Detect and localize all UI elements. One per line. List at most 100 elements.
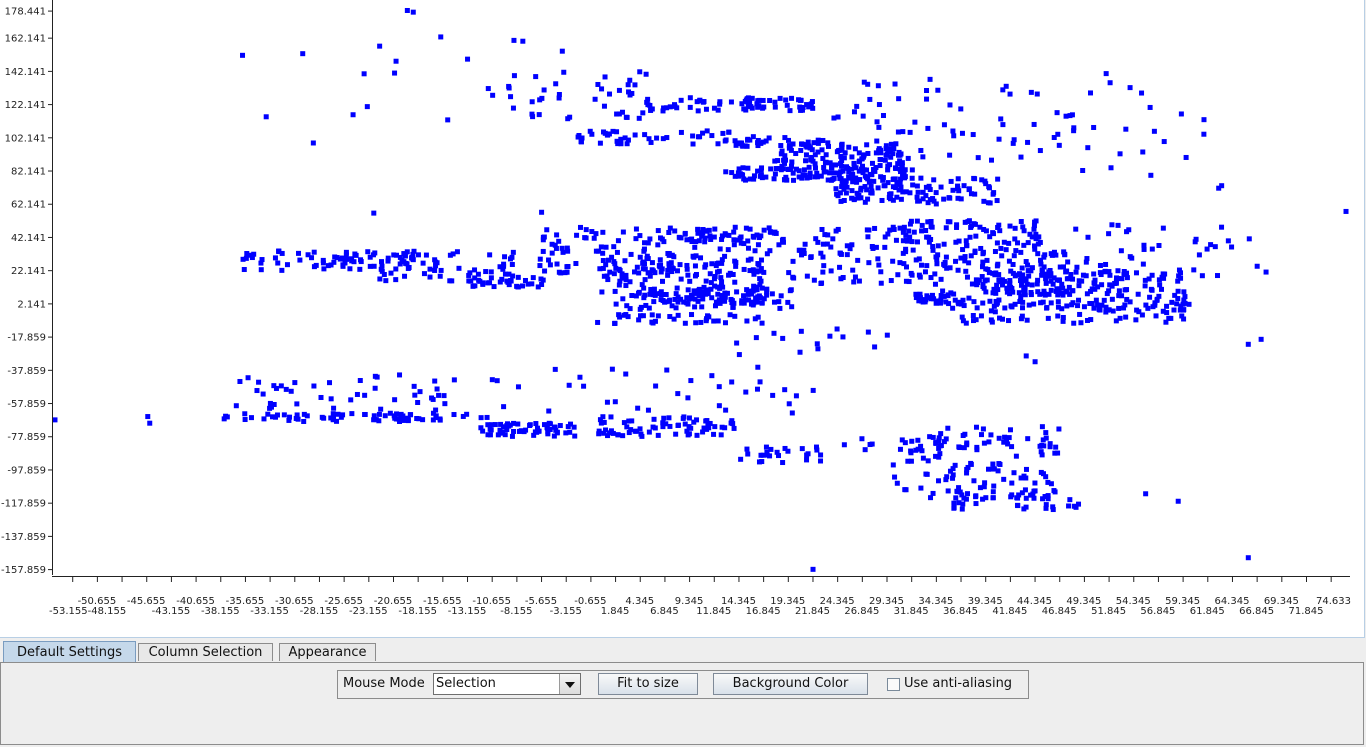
data-point bbox=[637, 233, 643, 239]
data-point bbox=[559, 245, 565, 251]
scatter-plot[interactable]: 178.441162.141142.141122.141102.14182.14… bbox=[0, 0, 1364, 637]
data-point bbox=[624, 114, 630, 120]
data-point bbox=[1021, 228, 1027, 234]
data-point bbox=[1056, 286, 1062, 292]
data-point bbox=[1095, 284, 1101, 290]
data-point bbox=[890, 184, 896, 190]
data-point bbox=[371, 210, 377, 216]
data-point bbox=[758, 233, 764, 239]
data-point bbox=[964, 440, 970, 446]
data-point bbox=[1015, 240, 1021, 246]
data-point bbox=[894, 180, 900, 186]
data-point bbox=[221, 416, 227, 422]
data-point bbox=[943, 477, 949, 483]
data-point bbox=[722, 231, 728, 237]
data-point bbox=[964, 470, 970, 476]
data-point bbox=[629, 293, 635, 299]
data-point bbox=[529, 281, 535, 287]
data-point bbox=[833, 186, 839, 192]
anti-aliasing-checkbox[interactable] bbox=[887, 678, 900, 691]
data-point bbox=[1012, 273, 1018, 279]
data-point bbox=[814, 447, 820, 453]
data-point bbox=[927, 434, 933, 440]
data-point bbox=[686, 296, 692, 302]
data-point bbox=[739, 300, 745, 306]
chevron-down-icon[interactable] bbox=[559, 674, 580, 694]
data-point bbox=[397, 261, 403, 267]
data-point bbox=[1122, 302, 1128, 308]
tab-default-settings[interactable]: Default Settings bbox=[3, 641, 136, 663]
data-point bbox=[950, 475, 956, 481]
data-point bbox=[866, 227, 872, 233]
data-point bbox=[1038, 449, 1044, 455]
data-point bbox=[763, 138, 769, 144]
data-point bbox=[642, 277, 648, 283]
data-point bbox=[954, 222, 960, 228]
data-point bbox=[781, 157, 787, 163]
data-point bbox=[657, 257, 663, 263]
data-point bbox=[1003, 436, 1009, 442]
data-point bbox=[898, 176, 904, 182]
data-point bbox=[383, 278, 389, 284]
data-point bbox=[1001, 476, 1007, 482]
data-point bbox=[490, 92, 496, 98]
data-point bbox=[713, 263, 719, 269]
data-point bbox=[984, 257, 990, 263]
data-point bbox=[923, 193, 929, 199]
data-point bbox=[987, 298, 993, 304]
fit-to-size-button[interactable]: Fit to size bbox=[598, 673, 698, 695]
data-point bbox=[694, 99, 700, 105]
data-point bbox=[751, 176, 757, 182]
data-point bbox=[1009, 480, 1015, 486]
data-point bbox=[888, 191, 894, 197]
data-point bbox=[707, 271, 713, 277]
data-point bbox=[1143, 302, 1149, 308]
data-point bbox=[619, 275, 625, 281]
data-point bbox=[1149, 246, 1155, 252]
data-point bbox=[837, 264, 843, 270]
plot-panel[interactable]: 178.441 162.141 142.141 122.141 102.141 82.14… bbox=[0, 0, 1365, 638]
data-point bbox=[747, 268, 753, 274]
data-point bbox=[993, 301, 999, 307]
data-point bbox=[564, 264, 570, 270]
data-point bbox=[843, 190, 849, 196]
data-point bbox=[666, 263, 672, 269]
data-point bbox=[1060, 292, 1066, 298]
background-color-button[interactable]: Background Color bbox=[713, 673, 868, 695]
data-point bbox=[640, 313, 646, 319]
data-point bbox=[741, 266, 747, 272]
data-point bbox=[752, 316, 758, 322]
data-point bbox=[1018, 154, 1024, 160]
tab-column-selection[interactable]: Column Selection bbox=[138, 643, 273, 661]
data-point bbox=[964, 243, 970, 249]
tab-appearance[interactable]: Appearance bbox=[279, 643, 376, 661]
data-point bbox=[633, 293, 639, 299]
y-tick-label: -77.859 bbox=[7, 432, 46, 443]
y-tick-label: 22.141 bbox=[11, 266, 46, 277]
data-point bbox=[874, 138, 880, 144]
data-point bbox=[700, 296, 706, 302]
data-point bbox=[420, 417, 426, 423]
data-point bbox=[404, 261, 410, 267]
data-point bbox=[541, 422, 547, 428]
data-point bbox=[1010, 261, 1016, 267]
data-point bbox=[983, 181, 989, 187]
data-point bbox=[1143, 491, 1149, 497]
data-point bbox=[318, 394, 324, 400]
data-point bbox=[711, 431, 717, 437]
anti-aliasing-label: Use anti-aliasing bbox=[904, 676, 1013, 691]
data-point bbox=[1014, 495, 1020, 501]
data-point bbox=[790, 274, 796, 280]
data-point bbox=[703, 106, 709, 112]
data-point bbox=[892, 81, 898, 87]
data-point bbox=[744, 446, 750, 452]
data-point bbox=[810, 387, 816, 393]
mouse-mode-select[interactable]: Selection bbox=[433, 673, 581, 695]
data-point bbox=[610, 128, 616, 134]
data-point bbox=[950, 472, 956, 478]
data-point bbox=[510, 249, 516, 255]
data-point bbox=[719, 279, 725, 285]
data-point bbox=[379, 268, 385, 274]
data-point bbox=[983, 228, 989, 234]
data-point bbox=[856, 168, 862, 174]
